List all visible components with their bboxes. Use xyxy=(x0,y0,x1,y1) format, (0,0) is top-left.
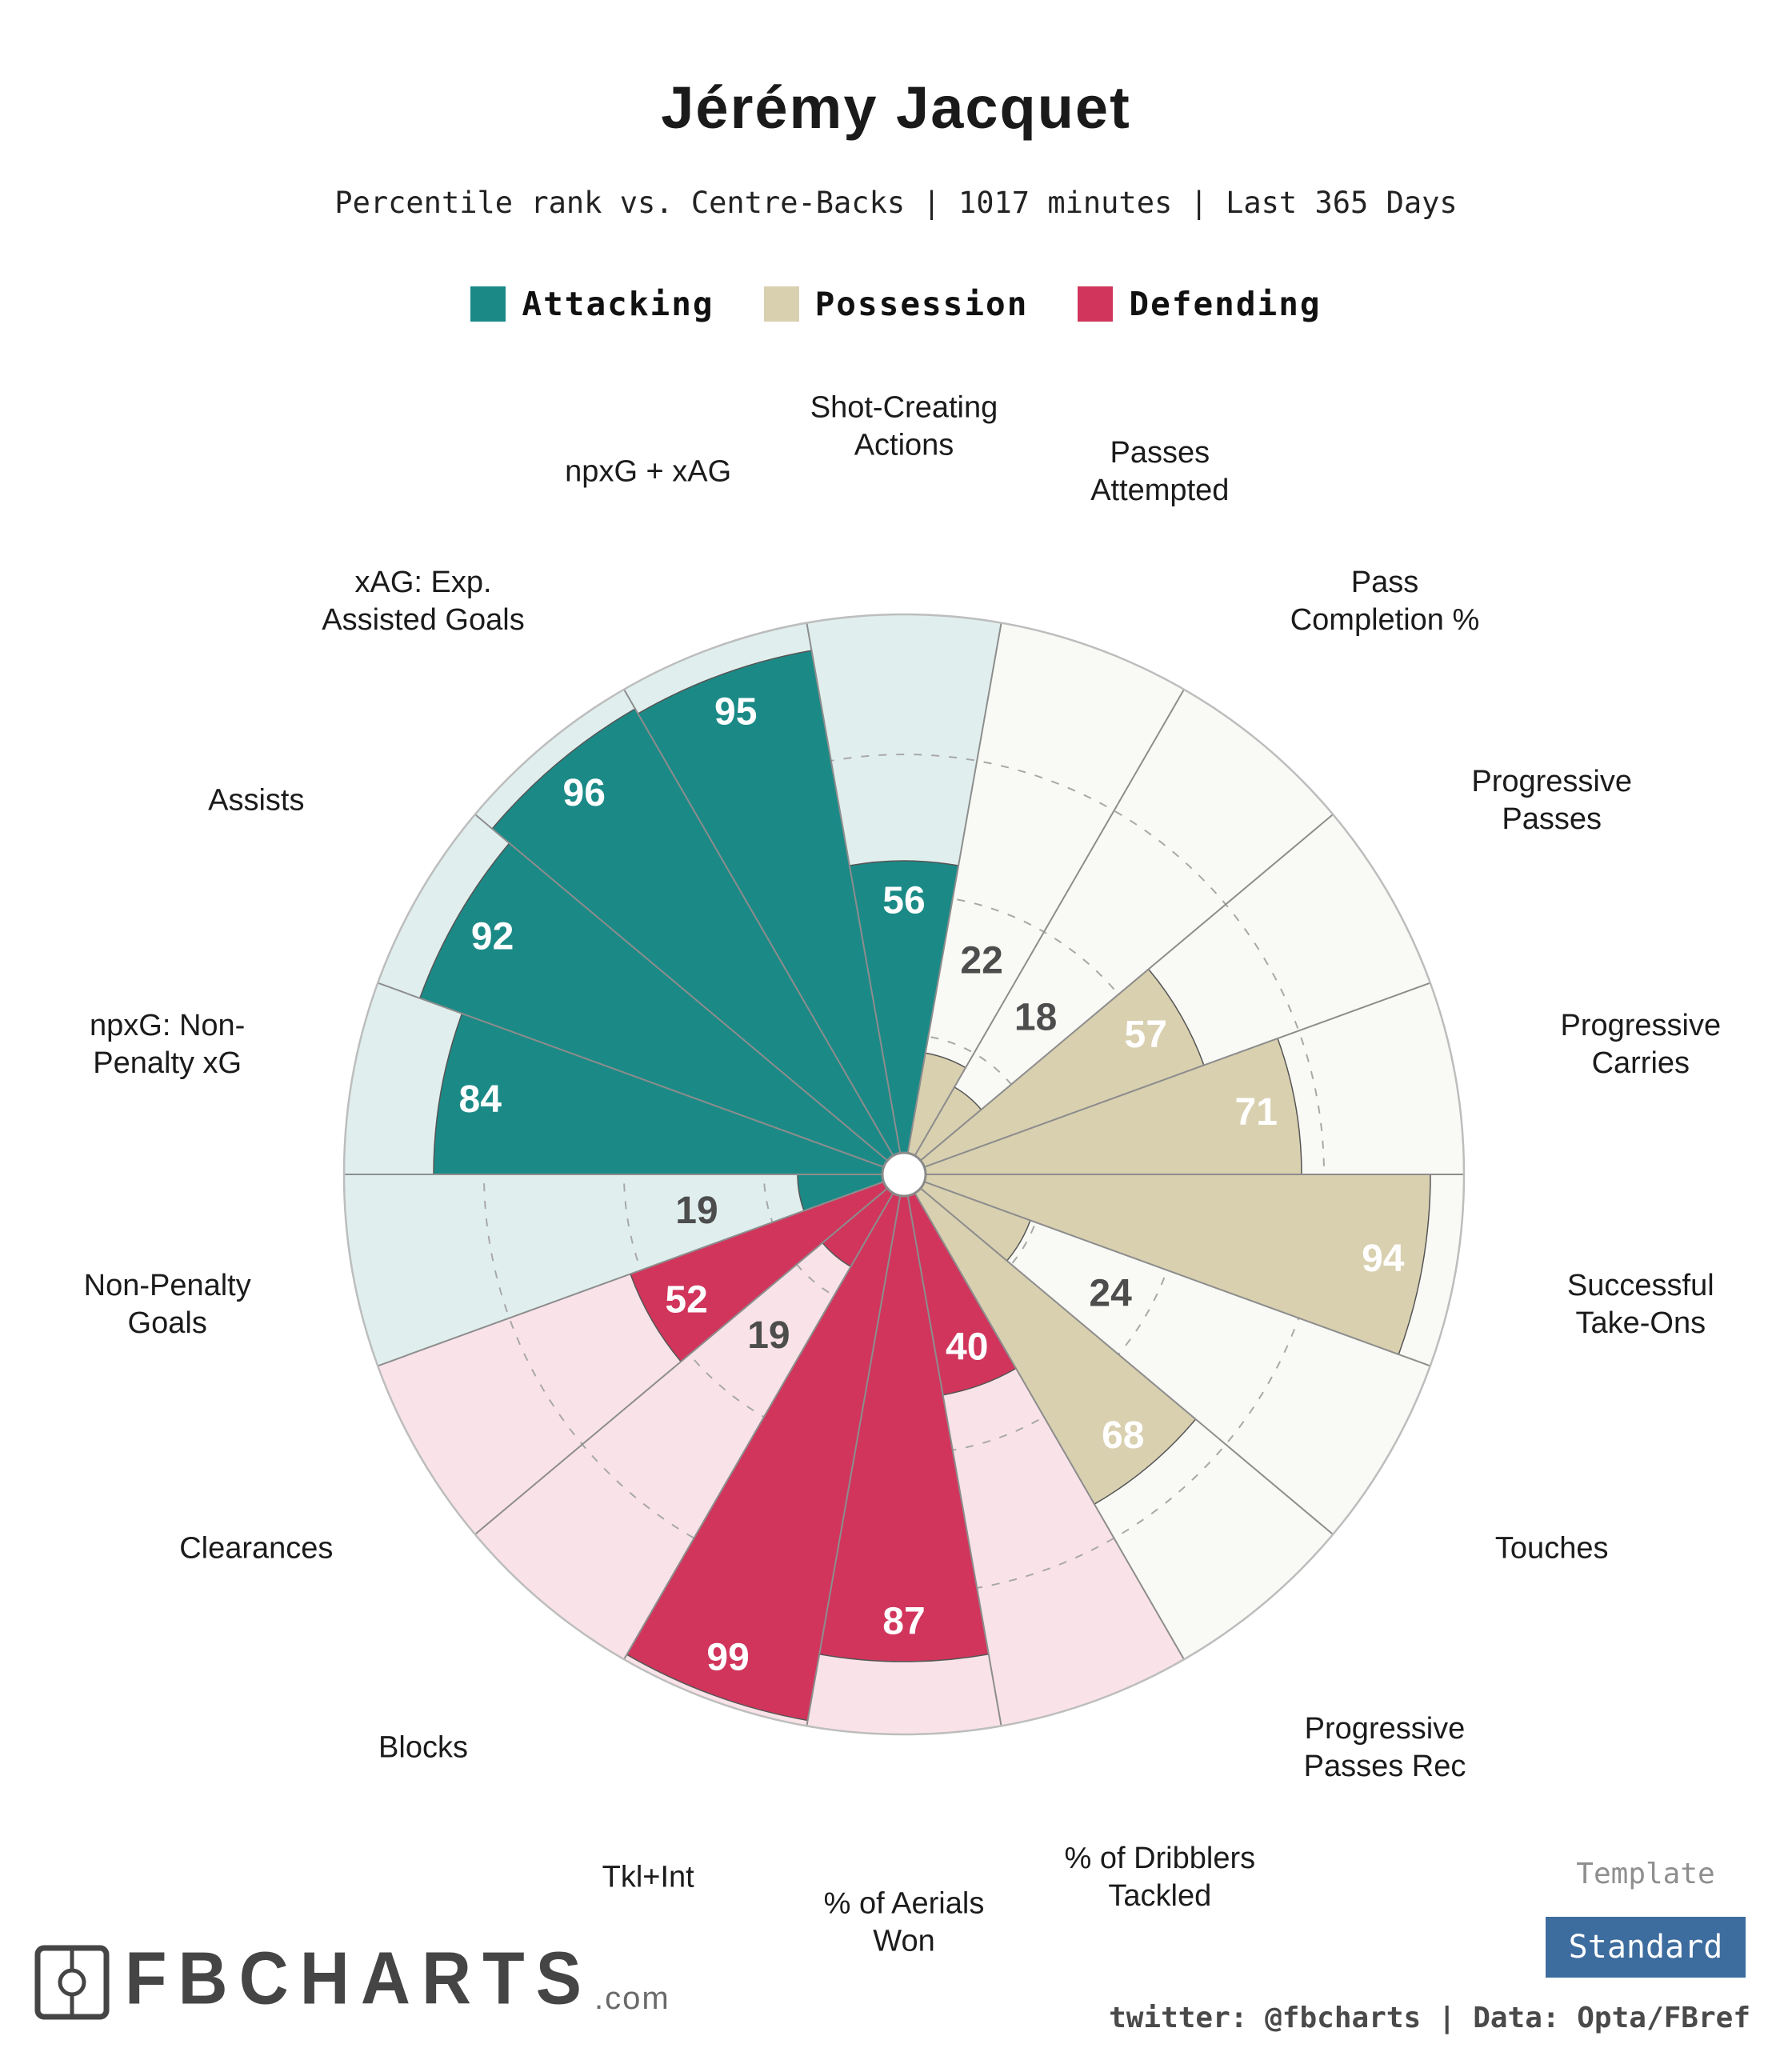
slice-value-4: 71 xyxy=(1235,1091,1278,1134)
slice-value-14: 84 xyxy=(459,1078,502,1121)
radial-separator xyxy=(903,622,1002,1175)
radial-separator xyxy=(623,1174,905,1660)
slice-label-7: Progressive Passes Rec xyxy=(1304,1712,1466,1783)
slice-label-0: Shot-Creating Actions xyxy=(810,391,998,462)
center-circle xyxy=(881,1151,927,1198)
radial-separator xyxy=(903,814,1334,1175)
slice-value-2: 18 xyxy=(1014,996,1057,1038)
slice-value-6: 24 xyxy=(1089,1273,1132,1315)
slice-label-4: Progressive Carries xyxy=(1560,1009,1721,1080)
slice-label-2: Pass Completion % xyxy=(1290,566,1480,637)
brand-suffix: .com xyxy=(594,1981,670,2016)
slice-label-10: Tkl+Int xyxy=(602,1861,695,1894)
slice-value-3: 57 xyxy=(1125,1014,1167,1056)
slice-bg-1 xyxy=(904,622,1184,1174)
slice-fill-3 xyxy=(903,968,1205,1175)
slice-value-7: 68 xyxy=(1102,1414,1144,1457)
fbcharts-logo-icon xyxy=(34,1945,110,2019)
slice-value-9: 87 xyxy=(882,1601,925,1643)
slice-label-5: Successful Take-Ons xyxy=(1567,1269,1714,1340)
slice-label-17: npxG + xAG xyxy=(565,454,731,488)
legend-item-possession: Possession xyxy=(763,285,1029,323)
slice-fill-16 xyxy=(491,707,905,1175)
legend-label: Possession xyxy=(814,285,1029,323)
slice-value-16: 96 xyxy=(563,772,606,814)
radial-separator xyxy=(377,982,905,1175)
radial-separator xyxy=(623,689,905,1175)
legend-label: Defending xyxy=(1129,285,1322,323)
slice-fill-17 xyxy=(637,650,905,1175)
radial-separator xyxy=(377,1174,905,1367)
fbcharts-logo: FBCHARTS .com xyxy=(34,1937,670,2022)
outer-circle xyxy=(342,613,1466,1736)
legend-item-defending: Defending xyxy=(1078,285,1321,323)
radial-separator xyxy=(903,1174,1431,1367)
slice-value-8: 40 xyxy=(946,1326,988,1369)
slice-fill-5 xyxy=(903,1174,1431,1355)
slice-label-11: Blocks xyxy=(378,1730,468,1764)
slice-fill-10 xyxy=(626,1174,905,1722)
radial-separator xyxy=(903,982,1431,1175)
radial-separator xyxy=(474,814,905,1175)
page-subtitle: Percentile rank vs. Centre-Backs | 1017 … xyxy=(334,186,1458,220)
radial-separator xyxy=(903,1174,1334,1535)
legend-item-attacking: Attacking xyxy=(470,285,714,323)
slice-bg-11 xyxy=(474,1174,904,1660)
radial-separator xyxy=(806,622,905,1175)
layer-value-wedges xyxy=(418,650,1431,1722)
layer-text: 56 Shot-Creating Actions 22 Passes Attempted 1… xyxy=(84,391,1721,1958)
legend: Attacking Possession Defending xyxy=(0,285,1792,323)
brand-name: FBCHARTS xyxy=(125,1937,593,2020)
slice-label-16: xAG: Exp. Assisted Goals xyxy=(322,566,524,637)
credit-line: twitter: @fbcharts | Data: Opta/FBref xyxy=(1109,2002,1750,2034)
slice-label-9: % of Aerials Won xyxy=(824,1887,985,1958)
slice-value-10: 99 xyxy=(706,1637,749,1679)
template-standard-button[interactable]: Standard xyxy=(1546,1917,1746,1978)
slice-fill-0 xyxy=(849,860,959,1175)
slice-fill-15 xyxy=(418,842,905,1175)
slice-label-13: Non-Penalty Goals xyxy=(84,1269,251,1340)
slice-fill-14 xyxy=(433,1012,905,1175)
radial-separator xyxy=(474,1174,905,1535)
legend-swatch xyxy=(763,286,799,322)
slice-value-15: 92 xyxy=(471,916,514,958)
slice-value-1: 22 xyxy=(960,940,1002,982)
slice-fill-4 xyxy=(903,1038,1302,1175)
slice-value-0: 56 xyxy=(882,880,925,922)
layer-separators xyxy=(342,613,1466,1736)
slice-label-15: Assists xyxy=(208,784,304,818)
template-label: Template xyxy=(1576,1858,1715,1890)
slice-label-6: Touches xyxy=(1495,1532,1609,1566)
radial-separator xyxy=(903,1174,1002,1726)
slice-label-8: % of Dribblers Tackled xyxy=(1064,1842,1255,1913)
slice-label-3: Progressive Passes xyxy=(1471,765,1632,836)
slice-value-17: 95 xyxy=(714,691,757,734)
slice-bg-13 xyxy=(344,1174,904,1366)
radial-separator xyxy=(903,689,1185,1175)
slice-fill-7 xyxy=(903,1174,1197,1506)
slice-value-5: 94 xyxy=(1362,1238,1405,1280)
slice-fill-9 xyxy=(818,1174,990,1662)
legend-swatch xyxy=(1078,286,1114,322)
legend-swatch xyxy=(470,286,506,322)
radial-separator xyxy=(806,1174,905,1726)
legend-label: Attacking xyxy=(522,285,714,323)
radial-separator xyxy=(903,1174,1185,1660)
slice-label-1: Passes Attempted xyxy=(1090,436,1229,507)
slice-label-14: npxG: Non-Penalty xG xyxy=(90,1009,245,1080)
page-title: Jérémy Jacquet xyxy=(661,74,1131,141)
slice-label-12: Clearances xyxy=(179,1532,333,1566)
slice-bg-6 xyxy=(904,1174,1430,1534)
slice-value-11: 19 xyxy=(747,1314,790,1357)
slice-value-12: 52 xyxy=(665,1279,707,1322)
slice-bg-2 xyxy=(904,689,1334,1174)
slice-value-13: 19 xyxy=(675,1190,718,1232)
